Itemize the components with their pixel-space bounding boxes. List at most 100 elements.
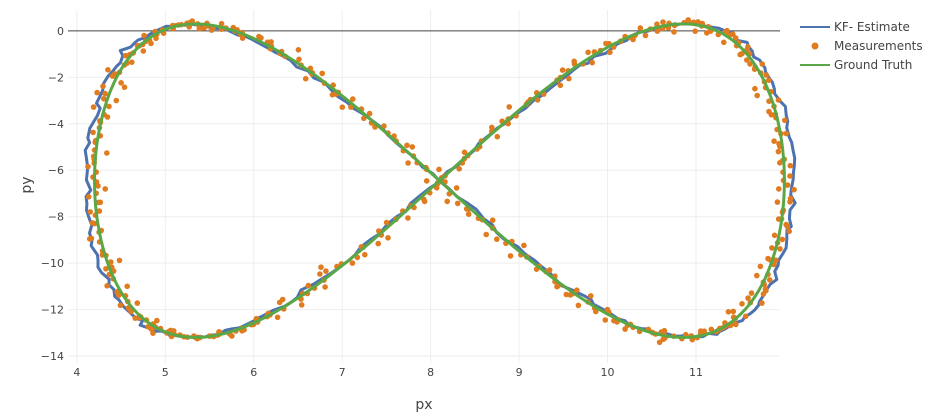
measurement-point[interactable] — [489, 124, 495, 131]
measurement-point[interactable] — [483, 231, 490, 238]
measurement-point[interactable] — [350, 96, 356, 102]
measurement-point[interactable] — [444, 198, 451, 205]
measurement-point[interactable] — [654, 28, 661, 34]
measurement-point[interactable] — [777, 246, 783, 252]
measurement-point[interactable] — [494, 236, 500, 242]
measurement-point[interactable] — [782, 117, 788, 124]
measurement-point[interactable] — [383, 219, 390, 226]
measurement-point[interactable] — [588, 293, 594, 299]
measurement-point[interactable] — [760, 291, 767, 297]
measurement-point[interactable] — [787, 173, 793, 179]
measurement-point[interactable] — [461, 149, 468, 156]
measurement-point[interactable] — [102, 186, 108, 192]
measurement-point[interactable] — [739, 301, 745, 307]
measurement-point[interactable] — [116, 257, 123, 264]
measurement-point[interactable] — [102, 90, 108, 97]
measurement-point[interactable] — [329, 92, 336, 98]
measurement-point[interactable] — [100, 83, 106, 89]
legend-item-kf-estimate[interactable]: KF- Estimate — [800, 20, 910, 34]
legend-item-ground-truth[interactable]: Ground Truth — [800, 58, 912, 72]
measurement-point[interactable] — [774, 199, 781, 205]
measurement-point[interactable] — [148, 40, 154, 47]
measurement-point[interactable] — [725, 309, 732, 315]
measurement-point[interactable] — [154, 317, 160, 324]
measurement-point[interactable] — [361, 115, 367, 122]
measurement-point[interactable] — [787, 199, 793, 205]
measurement-point[interactable] — [494, 133, 501, 140]
measurement-point[interactable] — [506, 104, 512, 110]
measurement-point[interactable] — [141, 32, 147, 39]
measurement-point[interactable] — [239, 35, 246, 41]
measurement-point[interactable] — [757, 263, 764, 270]
plot-area[interactable] — [83, 17, 797, 346]
measurement-point[interactable] — [109, 73, 116, 79]
measurement-point[interactable] — [385, 235, 391, 241]
measurement-point[interactable] — [318, 264, 324, 271]
measurement-point[interactable] — [296, 56, 302, 63]
measurement-point[interactable] — [745, 295, 751, 301]
measurement-point[interactable] — [362, 251, 368, 258]
measurement-point[interactable] — [784, 223, 791, 230]
measurement-point[interactable] — [108, 259, 114, 265]
measurement-point[interactable] — [88, 235, 95, 242]
measurement-point[interactable] — [453, 185, 460, 191]
measurement-point[interactable] — [521, 242, 527, 249]
measurement-point[interactable] — [776, 186, 782, 192]
measurement-point[interactable] — [274, 314, 281, 321]
measurement-point[interactable] — [153, 35, 159, 42]
measurement-point[interactable] — [534, 97, 541, 103]
measurement-point[interactable] — [759, 61, 765, 67]
measurement-point[interactable] — [256, 33, 262, 40]
measurement-point[interactable] — [574, 287, 580, 294]
measurement-point[interactable] — [129, 59, 135, 65]
measurement-point[interactable] — [113, 97, 120, 104]
measurement-point[interactable] — [692, 28, 698, 34]
measurement-point[interactable] — [604, 306, 611, 313]
measurement-point[interactable] — [405, 160, 411, 166]
measurement-point[interactable] — [322, 284, 328, 290]
measurement-point[interactable] — [381, 123, 387, 129]
measurement-point[interactable] — [759, 300, 765, 306]
measurement-point[interactable] — [117, 302, 124, 309]
measurement-point[interactable] — [777, 160, 783, 166]
legend-item-measurements[interactable]: Measurements — [811, 39, 923, 53]
measurement-point[interactable] — [105, 67, 111, 73]
measurement-point[interactable] — [730, 308, 737, 315]
measurement-point[interactable] — [603, 40, 609, 47]
measurement-point[interactable] — [366, 110, 373, 117]
measurement-point[interactable] — [784, 182, 791, 188]
measurement-point[interactable] — [121, 84, 128, 90]
measurement-point[interactable] — [106, 103, 112, 110]
measurement-point[interactable] — [571, 58, 577, 65]
measurement-point[interactable] — [90, 104, 97, 110]
measurement-point[interactable] — [732, 35, 739, 41]
measurement-point[interactable] — [454, 200, 461, 207]
measurement-point[interactable] — [85, 194, 92, 200]
measurement-point[interactable] — [787, 162, 794, 169]
measurement-point[interactable] — [763, 72, 769, 78]
measurement-point[interactable] — [660, 19, 666, 25]
measurement-point[interactable] — [607, 49, 613, 56]
measurement-point[interactable] — [94, 89, 100, 96]
measurement-point[interactable] — [295, 47, 302, 53]
measurement-point[interactable] — [218, 20, 225, 27]
measurement-point[interactable] — [775, 148, 782, 155]
measurement-point[interactable] — [783, 130, 789, 137]
measurement-point[interactable] — [747, 61, 753, 67]
measurement-point[interactable] — [766, 277, 773, 283]
measurement-point[interactable] — [436, 166, 442, 173]
measurement-point[interactable] — [769, 245, 775, 251]
measurement-point[interactable] — [132, 315, 138, 321]
measurement-point[interactable] — [103, 266, 109, 272]
measurement-point[interactable] — [771, 232, 778, 239]
measurement-point[interactable] — [557, 82, 564, 89]
measurement-point[interactable] — [766, 77, 772, 83]
measurement-point[interactable] — [128, 308, 134, 315]
measurement-point[interactable] — [737, 51, 743, 58]
measurement-point[interactable] — [748, 290, 755, 296]
measurement-point[interactable] — [375, 240, 382, 247]
measurement-point[interactable] — [140, 48, 147, 54]
measurement-point[interactable] — [754, 272, 760, 279]
measurement-point[interactable] — [724, 27, 730, 34]
measurement-point[interactable] — [656, 339, 663, 346]
